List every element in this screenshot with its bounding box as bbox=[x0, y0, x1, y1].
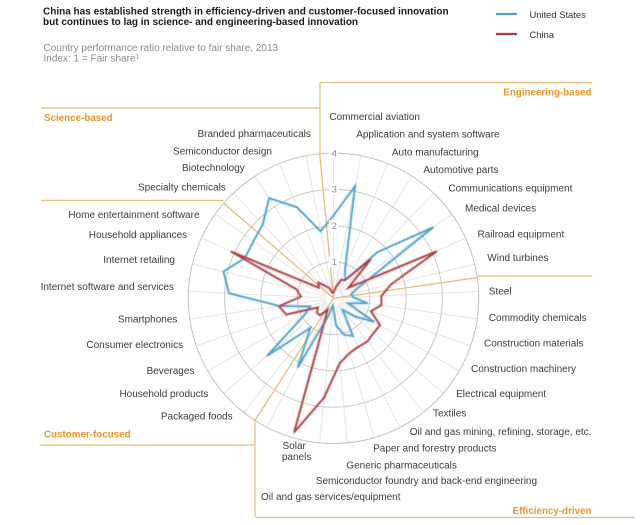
svg-text:4: 4 bbox=[332, 148, 337, 159]
svg-text:Engineering-based: Engineering-based bbox=[503, 87, 591, 98]
svg-text:Home entertainment software: Home entertainment software bbox=[68, 210, 200, 221]
svg-text:Semiconductor design: Semiconductor design bbox=[173, 147, 272, 158]
svg-text:Branded pharmaceuticals: Branded pharmaceuticals bbox=[197, 129, 310, 140]
svg-text:Automotive parts: Automotive parts bbox=[423, 165, 498, 176]
svg-text:Construction machinery: Construction machinery bbox=[471, 364, 576, 375]
svg-text:Paper and forestry products: Paper and forestry products bbox=[373, 444, 496, 455]
svg-text:Commodity chemicals: Commodity chemicals bbox=[489, 313, 587, 324]
svg-text:but continues to lag in scienc: but continues to lag in science- and eng… bbox=[43, 17, 358, 28]
svg-text:Beverages: Beverages bbox=[147, 366, 195, 377]
svg-text:Commercial aviation: Commercial aviation bbox=[329, 112, 420, 123]
svg-text:2: 2 bbox=[332, 221, 337, 232]
svg-text:Oil and gas services/equipment: Oil and gas services/equipment bbox=[261, 492, 401, 503]
svg-text:3: 3 bbox=[332, 185, 337, 196]
svg-text:China: China bbox=[530, 29, 555, 40]
svg-text:Customer-focused: Customer-focused bbox=[44, 429, 131, 440]
svg-text:Wind turbines: Wind turbines bbox=[487, 253, 548, 264]
svg-text:Oil and gas mining, refining,: Oil and gas mining, refining, storage, e… bbox=[410, 427, 592, 438]
svg-text:Communications equipment: Communications equipment bbox=[448, 184, 572, 195]
svg-text:Construction materials: Construction materials bbox=[484, 338, 583, 349]
svg-text:United States: United States bbox=[530, 9, 587, 20]
svg-text:Index: 1 = Fair share1: Index: 1 = Fair share1 bbox=[44, 53, 140, 64]
svg-text:Packaged foods: Packaged foods bbox=[161, 411, 233, 422]
svg-text:Biotechnology: Biotechnology bbox=[182, 163, 245, 174]
svg-text:Electrical equipment: Electrical equipment bbox=[456, 389, 546, 400]
svg-text:Smartphones: Smartphones bbox=[118, 315, 177, 326]
svg-text:Generic pharmaceuticals: Generic pharmaceuticals bbox=[346, 460, 457, 471]
svg-text:China has established strength: China has established strength in effici… bbox=[43, 7, 449, 18]
svg-text:Auto manufacturing: Auto manufacturing bbox=[392, 148, 479, 159]
svg-text:Efficiency-driven: Efficiency-driven bbox=[513, 506, 592, 517]
svg-text:Application and system softwar: Application and system software bbox=[356, 130, 500, 141]
svg-text:Medical devices: Medical devices bbox=[465, 204, 536, 215]
svg-text:Specialty chemicals: Specialty chemicals bbox=[138, 183, 226, 194]
svg-text:Textiles: Textiles bbox=[433, 408, 466, 419]
svg-text:panels: panels bbox=[282, 452, 311, 463]
svg-text:Household products: Household products bbox=[119, 389, 208, 400]
svg-text:1: 1 bbox=[332, 257, 337, 268]
svg-text:Internet retailing: Internet retailing bbox=[103, 255, 175, 266]
svg-text:Internet software and services: Internet software and services bbox=[41, 282, 174, 293]
svg-text:Semiconductor foundry and back: Semiconductor foundry and back-end engin… bbox=[316, 476, 537, 487]
svg-text:Solar: Solar bbox=[283, 441, 307, 452]
svg-text:Railroad equipment: Railroad equipment bbox=[478, 230, 565, 241]
svg-text:Country performance ratio rela: Country performance ratio relative to fa… bbox=[44, 43, 279, 54]
svg-text:Steel: Steel bbox=[489, 287, 512, 298]
svg-text:Consumer electronics: Consumer electronics bbox=[86, 340, 183, 351]
svg-text:Household appliances: Household appliances bbox=[89, 230, 187, 241]
svg-text:Science-based: Science-based bbox=[44, 113, 113, 124]
